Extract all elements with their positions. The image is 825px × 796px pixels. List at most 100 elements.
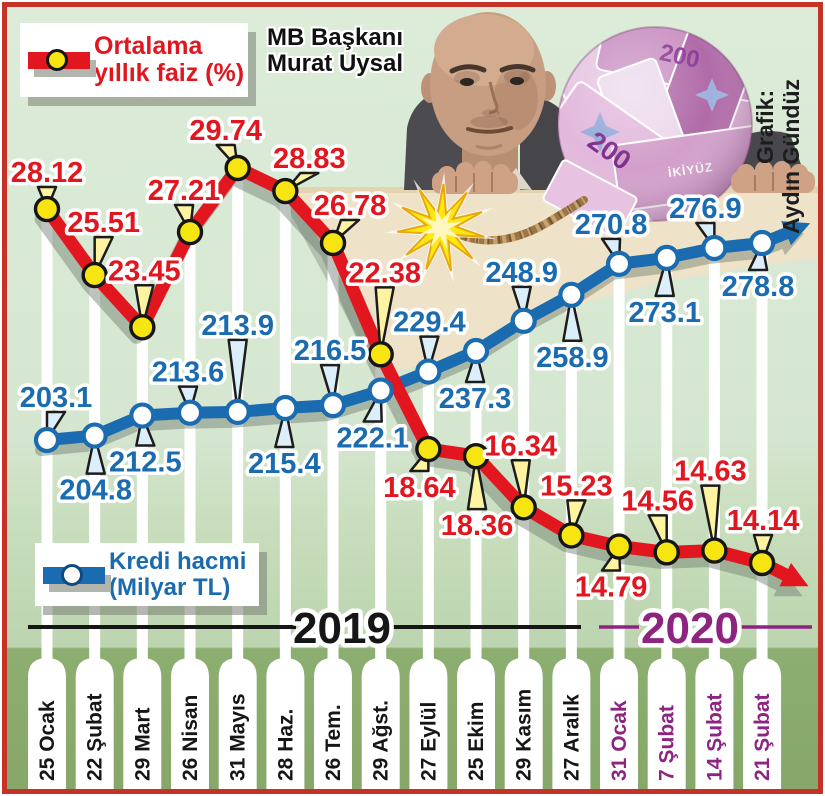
interest-value-label: 28.83 — [273, 143, 346, 175]
year-label-2019: 2019 — [293, 604, 391, 653]
legend-credit-line2: (Milyar TL) — [109, 573, 231, 601]
credit-value-label: 215.4 — [248, 448, 321, 480]
right-hand — [731, 161, 815, 193]
credit-value-label: 248.9 — [485, 257, 558, 289]
x-axis-label: 29 Kasım — [513, 689, 536, 781]
credit-marker — [367, 377, 394, 404]
callout-wedge — [466, 454, 488, 511]
year-axis: 2019 2020 — [28, 600, 812, 658]
legend-interest-line2: yıllık faiz (%) — [94, 59, 245, 87]
mouth — [466, 126, 513, 134]
money-bomb: 200 200 İKİYÜZ — [542, 26, 753, 239]
x-axis-label: 21 Şubat — [751, 693, 774, 781]
callout-wedge — [419, 335, 440, 373]
interest-line-swatch — [20, 23, 94, 97]
credit-marker — [319, 392, 347, 419]
credit-value-label: 270.8 — [575, 209, 648, 241]
gridline-column — [613, 263, 625, 705]
credit-marker — [33, 426, 61, 454]
legend-credit: Kredi hacmi (Milyar TL) — [35, 543, 259, 606]
credit-value-label: 204.8 — [59, 475, 132, 507]
interest-marker — [415, 435, 442, 463]
date-pill — [28, 658, 66, 791]
interest-value-label: 14.63 — [674, 456, 747, 488]
interest-marker — [224, 154, 251, 182]
date-pill — [171, 658, 209, 791]
credit-marker — [415, 358, 442, 385]
credit-marker — [748, 229, 776, 257]
gridline-column — [422, 371, 434, 705]
ball-outline — [557, 26, 753, 222]
date-pill — [600, 658, 638, 791]
callout-wedge — [654, 256, 675, 298]
x-axis-label: 7 Şubat — [656, 705, 679, 781]
credit-value-label: 213.9 — [201, 310, 274, 342]
interest-marker — [367, 341, 394, 368]
date-pill — [314, 658, 352, 791]
interest-marker — [319, 229, 347, 257]
credit-marker — [176, 399, 204, 426]
interest-value-label: 15.23 — [540, 470, 613, 502]
credit-value-label: 258.9 — [536, 342, 609, 374]
eyebrow-right — [499, 64, 536, 73]
gridline-column — [89, 275, 101, 705]
interest-marker — [701, 537, 728, 564]
cheek-shadow — [494, 66, 538, 130]
date-pill — [75, 658, 114, 791]
interest-marker — [81, 261, 108, 289]
callout-wedge — [274, 406, 295, 449]
gridline-column — [708, 248, 720, 705]
date-pill — [504, 658, 543, 791]
gridline-column — [756, 243, 768, 705]
credit-label: Grafik: — [752, 89, 778, 164]
interest-marker — [605, 533, 633, 560]
date-pill — [409, 658, 448, 791]
fuse — [446, 196, 588, 245]
credit-value-label: 216.5 — [294, 335, 367, 367]
interest-value-label: 25.51 — [67, 207, 140, 239]
credit-marker — [81, 422, 108, 449]
interest-value-label: 26.78 — [314, 190, 387, 222]
gridline-column — [375, 354, 387, 705]
callout-wedge — [562, 293, 583, 343]
legend-interest-line1: Ortalama — [94, 32, 203, 61]
interest-value-label: 29.74 — [189, 115, 262, 147]
callout-wedge — [227, 338, 248, 414]
interest-marker — [748, 549, 776, 577]
ball-shading — [558, 27, 752, 221]
interest-value-label: 23.45 — [108, 255, 181, 287]
callout-wedge — [177, 385, 199, 414]
x-axis-label: 27 Aralık — [560, 694, 583, 781]
credit-value-label: 229.4 — [393, 307, 466, 339]
credit-marker — [605, 250, 633, 277]
gridline-column — [41, 209, 53, 705]
credit-marker — [510, 307, 537, 334]
credit-marker — [462, 337, 490, 365]
interest-value-label: 16.34 — [484, 430, 557, 462]
eye-left — [460, 78, 474, 86]
interest-marker — [129, 314, 156, 341]
credit-arrowhead-icon — [781, 221, 811, 246]
x-axis-label: 29 Ağst. — [370, 700, 393, 781]
legend-credit-line1: Kredi hacmi — [109, 547, 247, 575]
date-pill — [266, 658, 305, 791]
credit-value-label: 213.6 — [152, 357, 225, 389]
gridline-column — [184, 232, 196, 705]
callout-wedge — [752, 533, 774, 565]
x-axis-label: 14 Şubat — [703, 693, 726, 781]
spark-icon — [385, 172, 496, 283]
gridline-column — [470, 351, 482, 705]
title-line1: MB Başkanı — [266, 24, 404, 51]
x-axis-label: 31 Mayıs — [227, 693, 250, 781]
page-title: MB Başkanı Murat Uysal — [228, 24, 442, 78]
interest-value-label: 14.14 — [727, 505, 800, 537]
interest-marker — [510, 494, 537, 521]
credit-value-label: 222.1 — [336, 423, 409, 455]
credit-author: Aydın Gündüz — [778, 78, 804, 234]
x-axis-label: 26 Nisan — [179, 695, 202, 781]
credit-line-swatch — [35, 543, 109, 606]
credit-value-label: 273.1 — [628, 297, 701, 329]
date-pill — [361, 658, 400, 791]
